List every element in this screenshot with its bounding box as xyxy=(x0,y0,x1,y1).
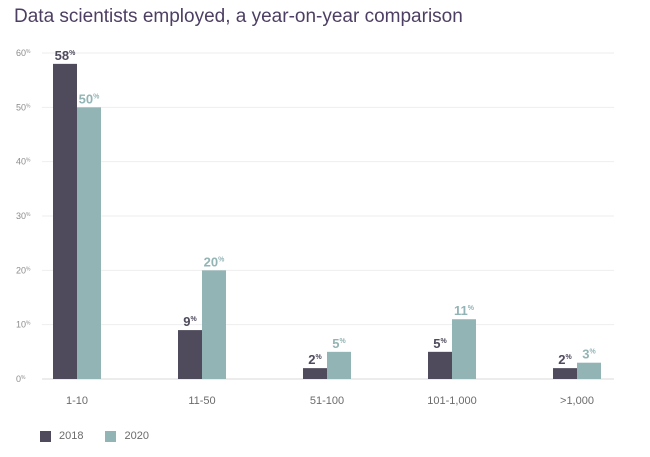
data-label-series-1-0: 58% xyxy=(55,48,76,63)
y-tick-label: 60% xyxy=(16,48,31,58)
data-label-series-1-2: 2% xyxy=(308,352,322,367)
y-tick-label: 0% xyxy=(16,374,26,384)
bar-series-2-1[interactable] xyxy=(202,270,226,379)
y-axis-ticks: 0% 10% 20% 30% 40% 50% 60% xyxy=(16,48,31,384)
data-label-series-2-0: 50% xyxy=(79,91,100,106)
legend-item-series-2[interactable]: 2020 xyxy=(105,430,149,442)
bar-series-1-1[interactable] xyxy=(178,330,202,379)
bar-series-1-2[interactable] xyxy=(303,368,327,379)
bar-series-2-3[interactable] xyxy=(452,319,476,379)
y-tick-label: 50% xyxy=(16,102,31,112)
bar-series-1-3[interactable] xyxy=(428,351,452,379)
x-tick-label: >1,000 xyxy=(560,395,594,407)
legend-swatch-series-2 xyxy=(105,430,117,442)
x-tick-label: 11-50 xyxy=(188,395,215,407)
legend-label-series-2: 2020 xyxy=(124,430,149,442)
bar-series-2-4[interactable] xyxy=(577,362,601,379)
bar-series-1-0[interactable] xyxy=(53,63,77,379)
x-tick-label: 51-100 xyxy=(310,395,344,407)
legend-item-series-1[interactable]: 2018 xyxy=(40,430,83,442)
data-label-series-2-4: 3% xyxy=(582,347,596,362)
bar-series-2-2[interactable] xyxy=(327,351,351,379)
data-label-series-1-1: 9% xyxy=(183,314,197,329)
y-tick-label: 40% xyxy=(16,157,31,167)
data-label-series-2-1: 20% xyxy=(204,254,225,269)
legend-label-series-1: 2018 xyxy=(59,430,84,442)
bar-series-2-0[interactable] xyxy=(77,107,101,379)
data-labels: 58% 50% 9% 20% 2% 5% 5% 11% 2% 3% xyxy=(55,48,597,367)
x-tick-label: 101-1,000 xyxy=(427,395,477,407)
data-label-series-2-3: 11% xyxy=(454,303,475,318)
legend-swatch-series-1 xyxy=(40,430,51,442)
x-axis-ticks: 1-10 11-50 51-100 101-1,000 >1,000 xyxy=(66,395,594,407)
bars xyxy=(53,63,601,379)
legend: 2018 2020 xyxy=(40,430,149,442)
y-tick-label: 20% xyxy=(16,265,31,275)
x-tick-label: 1-10 xyxy=(66,395,88,407)
y-tick-label: 10% xyxy=(16,320,31,330)
grid-lines xyxy=(42,52,614,380)
chart-title: Data scientists employed, a year-on-year… xyxy=(14,6,463,27)
data-label-series-1-3: 5% xyxy=(433,336,447,351)
bar-series-1-4[interactable] xyxy=(553,368,577,379)
y-tick-label: 30% xyxy=(16,211,31,221)
data-label-series-2-2: 5% xyxy=(332,336,346,351)
data-label-series-1-4: 2% xyxy=(558,352,572,367)
